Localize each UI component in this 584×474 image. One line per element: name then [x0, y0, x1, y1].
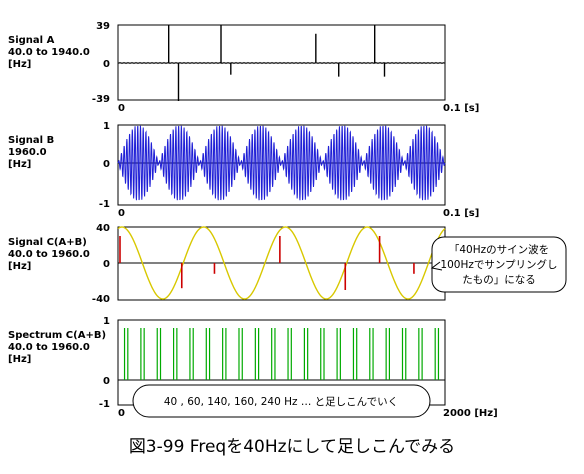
spectrum_c-y-zero: 0: [103, 376, 110, 387]
signal_a-y-zero: 0: [103, 59, 110, 70]
signal_b-label-2: [Hz]: [8, 159, 31, 170]
signal_b-label-1: 1960.0: [8, 147, 47, 158]
spectrum-note: 40 , 60, 140, 160, 240 Hz … と足しこんでいく: [164, 396, 398, 408]
signal_a-x-min: 0: [118, 103, 125, 114]
signal_b-y-min: -1: [99, 199, 110, 210]
spectrum_c-y-max: 1: [103, 316, 110, 327]
signal_a-y-max: 39: [96, 21, 110, 32]
signal_a-label-1: 40.0 to 1940.0: [8, 47, 90, 58]
signal_b-y-zero: 0: [103, 159, 110, 170]
signal_c-label-2: [Hz]: [8, 261, 31, 272]
signal_a-x-max: 0.1 [s]: [443, 103, 479, 114]
signal_b-x-min: 0: [118, 208, 125, 219]
signal_c-label-1: 40.0 to 1960.0: [8, 249, 90, 260]
signal-b-waveform: [117, 125, 446, 201]
signal_c-label-0: Signal C(A+B): [8, 237, 87, 248]
signal_a-label-0: Signal A: [8, 35, 55, 46]
callout-pointer: [430, 261, 443, 271]
signal_c-y-min: -40: [92, 294, 110, 305]
figure-caption: 図3-99 Freqを40Hzにして足しこんでみる: [129, 437, 455, 457]
spectrum_c-label-0: Spectrum C(A+B): [8, 330, 106, 341]
spectrum-note-bubble: [132, 384, 431, 418]
callout-line-0: 「40Hzのサイン波を: [449, 243, 549, 256]
signal_b-label-0: Signal B: [8, 135, 54, 146]
callout-line-2: たもの」になる: [462, 274, 536, 286]
spectrum_c-label-2: [Hz]: [8, 354, 31, 365]
signal_b-x-max: 0.1 [s]: [443, 208, 479, 219]
spectrum_c-y-min: -1: [99, 399, 110, 410]
signal_c-y-zero: 0: [103, 259, 110, 270]
callout-line-1: 100Hzでサンプリングし: [440, 258, 557, 271]
signal_a-y-min: -39: [92, 94, 110, 105]
signal-c-sine: [117, 226, 446, 300]
spectrum_c-x-min: 0: [118, 408, 125, 419]
spectrum_c-label-1: 40.0 to 1960.0: [8, 342, 90, 353]
signal_c-y-max: 40: [96, 223, 110, 234]
signal_a-label-2: [Hz]: [8, 59, 31, 70]
signal_b-y-max: 1: [103, 121, 110, 132]
signal-a-baseline: [117, 61, 445, 65]
spectrum_c-x-max: 2000 [Hz]: [443, 408, 498, 419]
signal_b-frame: [117, 124, 446, 206]
callout-bubble: [431, 236, 567, 293]
